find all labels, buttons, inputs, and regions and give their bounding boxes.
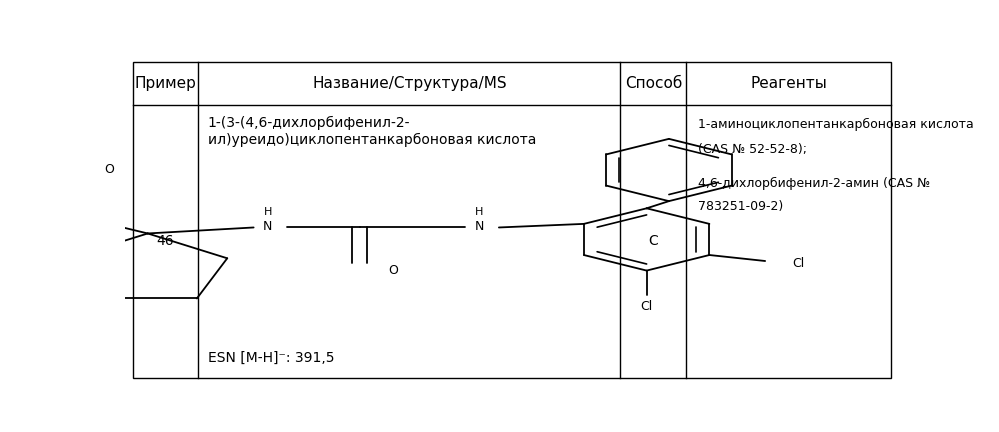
Text: H: H [264, 207, 272, 217]
Text: O: O [104, 163, 114, 177]
Text: Пример: Пример [135, 76, 197, 91]
Text: ил)уреидо)циклопентанкарбоновая кислота: ил)уреидо)циклопентанкарбоновая кислота [208, 133, 536, 147]
Text: Название/Структура/MS: Название/Структура/MS [312, 76, 506, 91]
Text: 4,6-дихлорбифенил-2-амин (CAS №: 4,6-дихлорбифенил-2-амин (CAS № [697, 177, 930, 190]
Text: (CAS № 52-52-8);: (CAS № 52-52-8); [697, 143, 807, 156]
Text: N: N [475, 220, 485, 233]
Text: 1-аминоциклопентанкарбоновая кислота: 1-аминоциклопентанкарбоновая кислота [697, 118, 974, 131]
Text: O: O [388, 264, 398, 277]
Text: Реагенты: Реагенты [750, 76, 827, 91]
Text: 783251-09-2): 783251-09-2) [697, 200, 783, 213]
Text: N: N [263, 220, 273, 233]
FancyBboxPatch shape [133, 62, 891, 378]
Text: 1-(3-(4,6-дихлорбифенил-2-: 1-(3-(4,6-дихлорбифенил-2- [208, 116, 411, 130]
Text: ESN [M-H]⁻: 391,5: ESN [M-H]⁻: 391,5 [208, 351, 335, 365]
Text: C: C [648, 235, 658, 248]
Text: H: H [476, 207, 484, 217]
Text: Cl: Cl [792, 257, 805, 270]
Text: 46: 46 [157, 235, 175, 248]
Text: Способ: Способ [624, 76, 682, 91]
Text: Cl: Cl [640, 300, 652, 313]
